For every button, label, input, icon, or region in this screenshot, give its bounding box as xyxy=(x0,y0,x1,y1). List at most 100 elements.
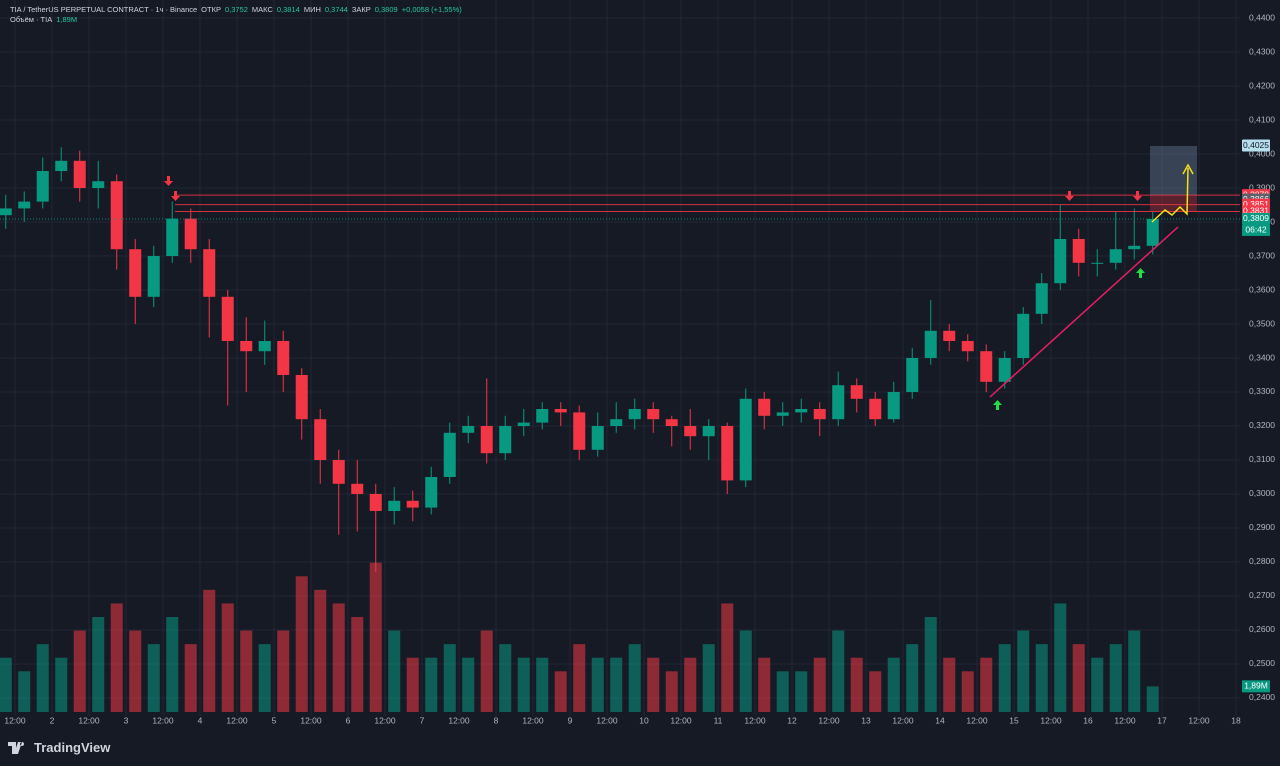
volume-bar xyxy=(55,657,68,712)
x-tick-label: 12:00 xyxy=(4,715,26,725)
volume-value: 1,89M xyxy=(56,15,78,24)
x-tick-label: 12:00 xyxy=(670,715,692,725)
brand[interactable]: TradingView xyxy=(8,740,110,755)
candle-body xyxy=(573,412,586,450)
candle-body xyxy=(406,500,419,508)
volume-bar xyxy=(554,671,567,712)
volume-pane xyxy=(0,562,1159,712)
candle-body xyxy=(647,408,660,420)
candle-body xyxy=(277,341,290,375)
price-marker-label: 0,3831 xyxy=(1243,206,1269,216)
y-tick-label: 0,3000 xyxy=(1249,488,1275,498)
target-zone xyxy=(1150,146,1197,195)
y-tick-label: 0,2700 xyxy=(1249,590,1275,600)
price-marker xyxy=(1242,212,1270,225)
low-value: 0,3744 xyxy=(324,5,348,14)
x-tick-label: 3 xyxy=(124,715,129,725)
candle-body xyxy=(1017,313,1030,358)
candle-body xyxy=(961,341,974,352)
volume-bar xyxy=(573,644,586,712)
candle-body xyxy=(517,422,530,426)
volume-bar xyxy=(18,671,31,712)
x-tick-label: 12:00 xyxy=(744,715,766,725)
volume-bar xyxy=(721,603,734,712)
candle-body xyxy=(332,459,345,484)
x-tick-label: 14 xyxy=(935,715,945,725)
volume-bar xyxy=(406,657,419,712)
candle-body xyxy=(369,493,382,511)
candle-body xyxy=(832,385,845,420)
x-tick-label: 2 xyxy=(50,715,55,725)
y-tick-label: 0,3100 xyxy=(1249,454,1275,464)
candle-body xyxy=(55,160,68,172)
down-arrows xyxy=(164,176,1142,201)
candle-body xyxy=(240,341,253,352)
volume-bar xyxy=(277,630,290,712)
high-value: 0,3814 xyxy=(276,5,300,14)
y-tick-label: 0,4300 xyxy=(1249,46,1275,56)
candle-body xyxy=(869,398,882,420)
projection-path xyxy=(1151,167,1189,223)
x-tick-label: 17 xyxy=(1157,715,1167,725)
candle-body xyxy=(906,358,919,392)
volume-bar xyxy=(258,644,271,712)
candle-body xyxy=(721,425,734,481)
arrow-down xyxy=(171,191,180,201)
volume-bar xyxy=(943,657,956,712)
volume-bar xyxy=(92,617,105,712)
volume-bar xyxy=(776,671,789,712)
volume-bar xyxy=(425,657,438,712)
price-marker-label: 0,3809 xyxy=(1243,213,1269,223)
arrow-down xyxy=(1133,191,1142,201)
volume-bar xyxy=(1091,657,1104,712)
arrow-up xyxy=(1136,268,1145,278)
volume-bar xyxy=(536,657,549,712)
volume-marker-label: 1,89M xyxy=(1244,681,1268,691)
candle-body xyxy=(314,419,327,460)
candle-body xyxy=(943,330,956,342)
volume-bar xyxy=(221,603,234,712)
x-tick-label: 12:00 xyxy=(522,715,544,725)
volume-bar xyxy=(443,644,456,712)
volume-bar xyxy=(1072,644,1085,712)
candle-body xyxy=(110,181,123,250)
volume-bar xyxy=(850,657,863,712)
volume-bar xyxy=(887,657,900,712)
volume-bar xyxy=(610,657,623,712)
candle-body xyxy=(443,432,456,477)
volume-bar xyxy=(665,671,678,712)
volume-bar xyxy=(388,630,401,712)
candle-body xyxy=(1035,283,1048,314)
candle-body xyxy=(221,296,234,342)
y-tick-label: 0,3400 xyxy=(1249,352,1275,362)
y-tick-label: 0,3600 xyxy=(1249,284,1275,294)
x-tick-label: 12 xyxy=(787,715,797,725)
volume-bar xyxy=(110,603,123,712)
volume-bar xyxy=(499,644,512,712)
candle-body xyxy=(591,425,604,450)
candle-body xyxy=(1072,239,1085,263)
price-marker xyxy=(1242,139,1270,152)
x-tick-label: 12:00 xyxy=(966,715,988,725)
volume-bar xyxy=(369,562,382,712)
y-tick-label: 0,4000 xyxy=(1249,148,1275,158)
volume-bar xyxy=(1128,630,1141,712)
footer xyxy=(0,732,1280,766)
x-tick-label: 12:00 xyxy=(1114,715,1136,725)
x-tick-label: 12:00 xyxy=(300,715,322,725)
candle-body xyxy=(628,408,641,420)
volume-bar xyxy=(480,630,493,712)
candle-body xyxy=(684,425,697,437)
volume-bar xyxy=(924,617,937,712)
candle-body xyxy=(1054,239,1067,284)
y-tick-label: 0,3900 xyxy=(1249,182,1275,192)
y-tick-label: 0,2800 xyxy=(1249,556,1275,566)
volume-bar xyxy=(1109,644,1122,712)
candle-body xyxy=(536,408,549,423)
y-tick-label: 0,2600 xyxy=(1249,624,1275,634)
candle-body xyxy=(73,160,86,189)
candle-body xyxy=(147,256,160,297)
x-tick-label: 10 xyxy=(639,715,649,725)
candle-body xyxy=(425,476,438,508)
volume-bar xyxy=(203,589,216,712)
